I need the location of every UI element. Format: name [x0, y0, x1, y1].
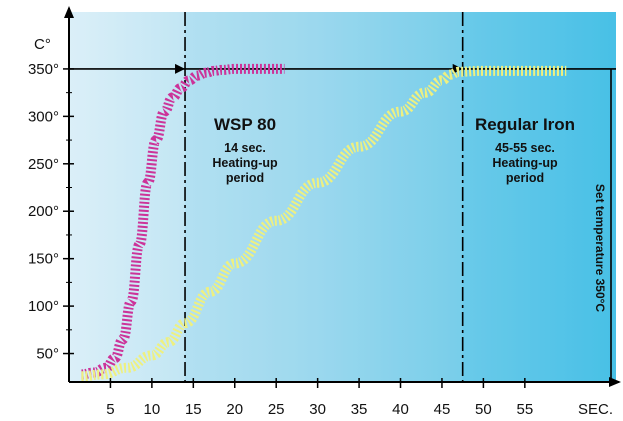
y-tick-label: 300° — [28, 108, 59, 125]
x-tick-label: 55 — [516, 401, 533, 418]
regular-iron-period: period — [506, 171, 544, 185]
x-tick-label: 45 — [434, 401, 451, 418]
wsp80-time: 14 sec. — [224, 141, 266, 155]
series-regular-iron-line — [81, 65, 567, 382]
y-axis-unit: C° — [34, 36, 51, 53]
series-wsp-80-line — [81, 63, 285, 380]
y-tick-label: 350° — [28, 61, 59, 78]
x-tick-label: 15 — [185, 401, 202, 418]
wsp80-arrow — [175, 63, 186, 74]
x-tick-label: 20 — [226, 401, 243, 418]
set-temperature-label: Set temperature 350°C — [593, 184, 607, 313]
x-tick-label: 35 — [351, 401, 368, 418]
x-axis-arrow — [609, 377, 621, 387]
middle-band — [185, 12, 463, 382]
regular-iron-time: 45-55 sec. — [495, 141, 555, 155]
y-tick-label: 150° — [28, 251, 59, 268]
plot-background — [69, 12, 616, 382]
y-tick-label: 250° — [28, 156, 59, 173]
wsp80-heating-up: Heating-up — [212, 156, 278, 170]
y-axis-arrow — [64, 6, 74, 18]
x-axis-unit: SEC. — [578, 401, 613, 418]
regular-iron-heating-up: Heating-up — [492, 156, 558, 170]
x-tick-label: 50 — [475, 401, 492, 418]
x-tick-label: 30 — [309, 401, 326, 418]
x-tick-label: 10 — [144, 401, 161, 418]
y-tick-label: 200° — [28, 203, 59, 220]
x-tick-label: 40 — [392, 401, 409, 418]
wsp80-title: WSP 80 — [214, 115, 276, 134]
regular-iron-title: Regular Iron — [475, 115, 575, 134]
y-tick-label: 100° — [28, 298, 59, 315]
x-tick-label: 5 — [106, 401, 114, 418]
x-tick-label: 25 — [268, 401, 285, 418]
wsp80-period: period — [226, 171, 264, 185]
y-tick-label: 50° — [36, 346, 59, 363]
